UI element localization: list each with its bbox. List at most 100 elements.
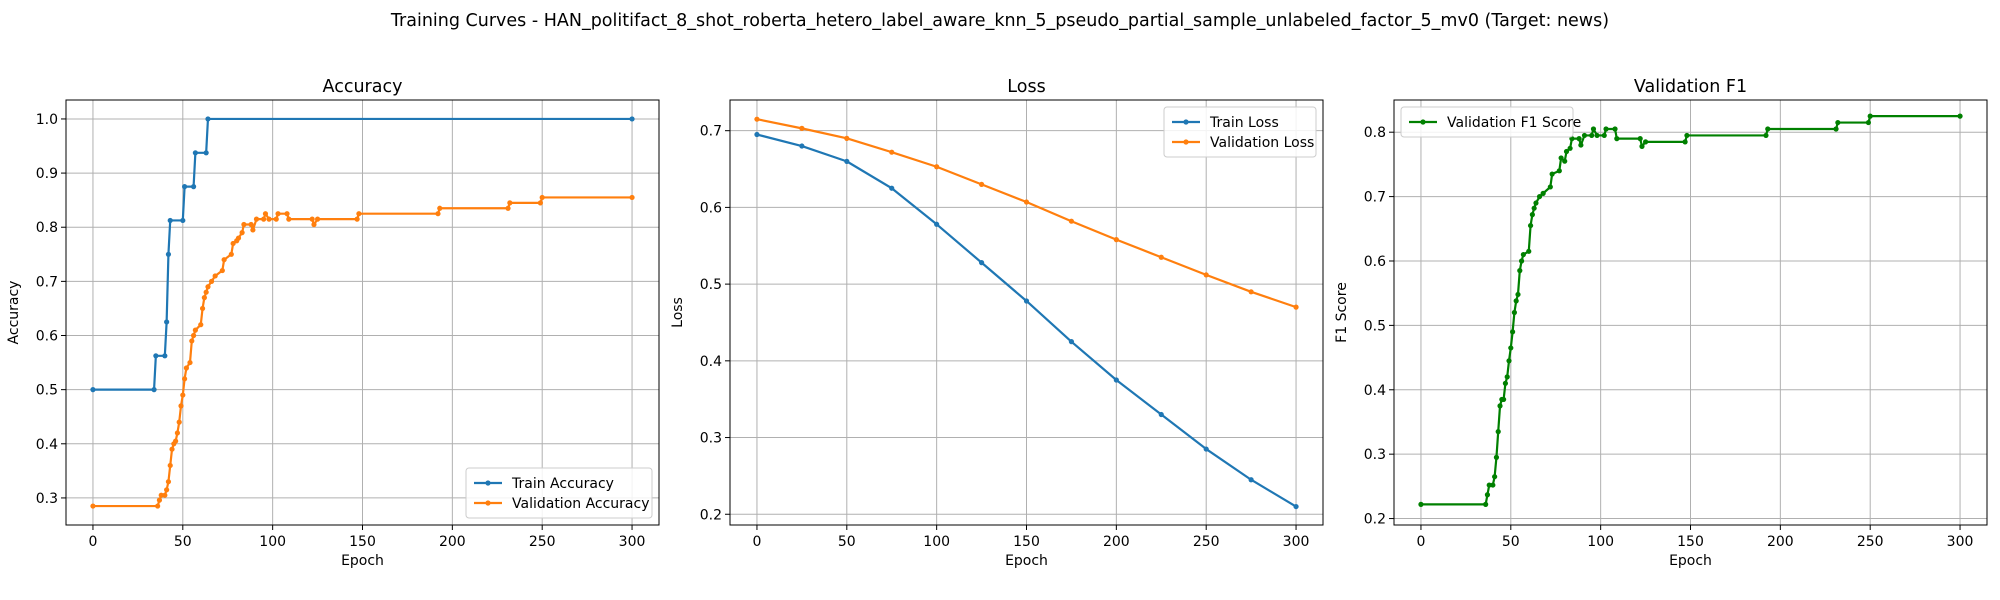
y-tick-label: 0.8 bbox=[1364, 125, 1386, 141]
data-point bbox=[1531, 205, 1537, 211]
data-point bbox=[1684, 132, 1690, 139]
x-tick-label: 200 bbox=[1767, 534, 1794, 550]
data-point bbox=[1068, 218, 1075, 224]
data-point bbox=[165, 251, 172, 257]
data-point bbox=[799, 125, 805, 131]
data-point bbox=[1520, 251, 1526, 258]
data-point bbox=[1113, 377, 1119, 383]
data-point bbox=[169, 446, 175, 452]
x-tick-label: 100 bbox=[1587, 534, 1614, 550]
data-point bbox=[167, 217, 173, 224]
data-point bbox=[1536, 193, 1543, 200]
data-point bbox=[1484, 492, 1491, 498]
legend-box bbox=[1163, 106, 1317, 158]
x-tick-label: 250 bbox=[1193, 534, 1220, 550]
data-point bbox=[629, 194, 635, 201]
x-tick-label: 0 bbox=[752, 534, 761, 550]
legend-swatch-marker bbox=[1183, 139, 1189, 145]
x-tick-label: 300 bbox=[1947, 534, 1974, 550]
data-point bbox=[162, 353, 168, 359]
y-tick-label: 0.2 bbox=[1364, 512, 1386, 528]
chart-2: 0 50 100 150 200 250 300 0.2 0.3 0.4 0.5 0.6 0.7 0.8 V… bbox=[1334, 77, 1988, 569]
data-point bbox=[1567, 145, 1573, 151]
data-point bbox=[203, 289, 209, 295]
legend-box bbox=[1400, 106, 1574, 138]
data-point bbox=[437, 205, 443, 211]
data-point bbox=[192, 327, 198, 333]
data-point bbox=[230, 240, 236, 247]
chart-title: Validation F1 bbox=[1634, 77, 1747, 97]
data-point bbox=[190, 332, 197, 339]
data-point bbox=[1614, 136, 1620, 142]
data-point bbox=[201, 295, 207, 301]
x-tick-label: 200 bbox=[1103, 534, 1130, 550]
data-point bbox=[1023, 298, 1030, 304]
data-point bbox=[1023, 199, 1030, 205]
data-point bbox=[1833, 126, 1839, 132]
y-tick-label: 0.6 bbox=[700, 200, 722, 216]
data-point bbox=[1504, 374, 1510, 380]
data-point bbox=[1483, 501, 1489, 507]
data-point bbox=[90, 387, 96, 393]
data-point bbox=[199, 305, 206, 312]
data-point bbox=[183, 365, 189, 371]
figure-suptitle: Training Curves - HAN_politifact_8_shot_… bbox=[390, 11, 1609, 31]
data-point bbox=[1515, 291, 1521, 298]
y-tick-label: 0.4 bbox=[700, 354, 722, 370]
legend-swatch-marker bbox=[485, 500, 491, 506]
data-point bbox=[1158, 411, 1164, 418]
data-point bbox=[309, 216, 315, 222]
y-tick-label: 0.4 bbox=[1364, 383, 1386, 399]
y-axis-label: Accuracy bbox=[6, 281, 22, 345]
chart-title: Accuracy bbox=[323, 77, 403, 97]
data-point bbox=[205, 284, 211, 290]
legend-label: Validation Accuracy bbox=[512, 496, 650, 512]
x-tick-label: 100 bbox=[259, 534, 286, 550]
data-point bbox=[356, 211, 362, 217]
data-point bbox=[1590, 126, 1597, 132]
data-point bbox=[1556, 168, 1562, 174]
data-point bbox=[507, 200, 513, 206]
data-point bbox=[173, 438, 179, 444]
data-point bbox=[284, 211, 290, 217]
x-tick-label: 0 bbox=[1416, 534, 1425, 550]
data-point bbox=[203, 150, 209, 156]
data-point bbox=[164, 319, 170, 325]
data-point bbox=[1576, 136, 1582, 142]
legend: Validation F1 Score bbox=[1400, 106, 1581, 138]
data-point bbox=[1639, 143, 1645, 149]
legend-label: Validation Loss bbox=[1210, 135, 1314, 151]
data-point bbox=[162, 492, 168, 498]
y-tick-label: 0.3 bbox=[700, 431, 722, 447]
data-point bbox=[629, 116, 635, 122]
chart-title: Loss bbox=[1007, 77, 1045, 97]
legend-swatch-marker bbox=[485, 480, 491, 486]
data-point bbox=[1601, 132, 1607, 139]
data-point bbox=[1492, 474, 1498, 480]
x-axis-label: Epoch bbox=[1669, 553, 1712, 569]
y-tick-label: 0.7 bbox=[1364, 190, 1386, 206]
legend: Train Loss Validation Loss bbox=[1163, 106, 1317, 158]
data-point bbox=[151, 387, 157, 393]
legend-label: Validation F1 Score bbox=[1447, 115, 1581, 131]
data-point bbox=[1835, 119, 1841, 126]
data-point bbox=[1763, 132, 1769, 139]
x-tick-label: 300 bbox=[1283, 534, 1310, 550]
data-point bbox=[314, 216, 321, 222]
data-point bbox=[165, 479, 172, 485]
x-tick-label: 300 bbox=[619, 534, 646, 550]
data-point bbox=[1293, 304, 1299, 310]
data-point bbox=[266, 216, 272, 222]
data-point bbox=[1497, 403, 1503, 409]
legend-swatch-marker bbox=[1420, 119, 1426, 125]
data-point bbox=[435, 211, 441, 217]
data-point bbox=[1526, 248, 1532, 254]
data-point bbox=[1578, 142, 1584, 148]
data-point bbox=[1642, 139, 1649, 145]
data-point bbox=[1518, 258, 1525, 264]
data-point bbox=[1248, 289, 1254, 295]
data-point bbox=[221, 257, 227, 263]
y-tick-label: 0.5 bbox=[36, 383, 58, 399]
data-point bbox=[156, 497, 163, 503]
